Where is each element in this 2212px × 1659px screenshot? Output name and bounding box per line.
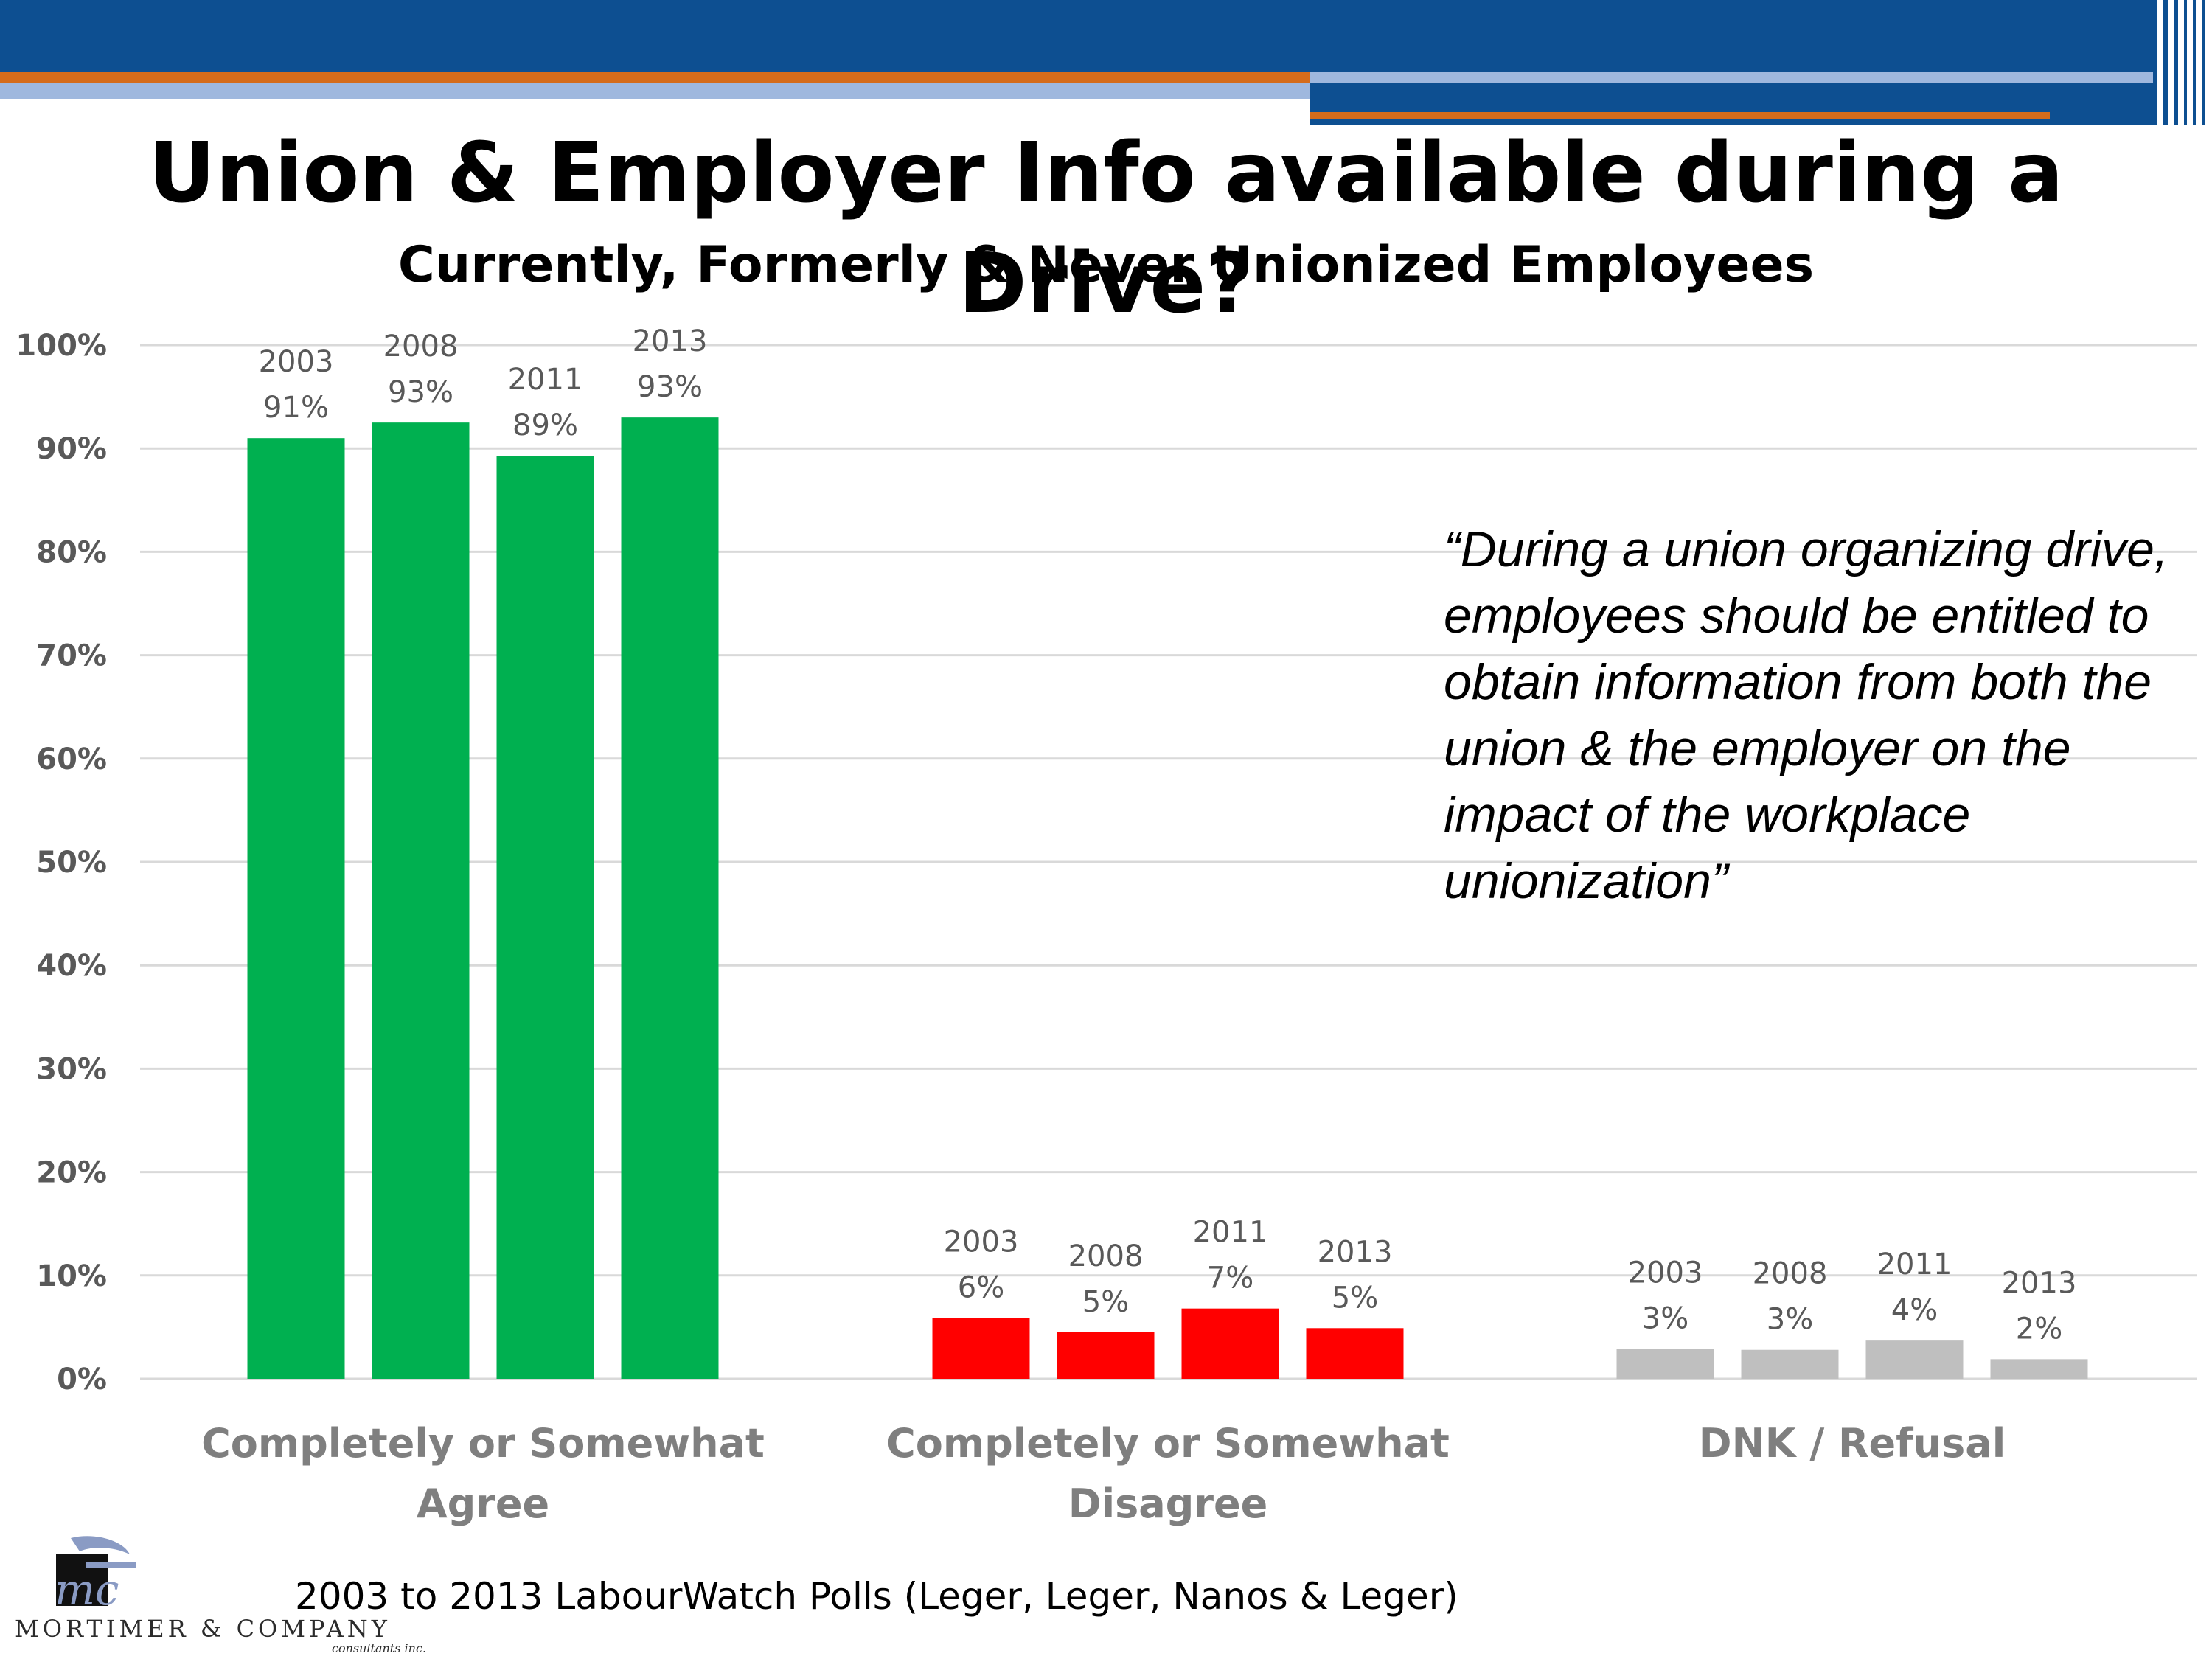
data-label-value: 3% (1642, 1301, 1688, 1335)
source-note: 2003 to 2013 LabourWatch Polls (Leger, L… (295, 1575, 1458, 1618)
y-tick-label: 80% (36, 535, 107, 569)
y-tick-label: 90% (36, 432, 107, 466)
y-tick-label: 70% (36, 639, 107, 673)
bar (1616, 1349, 1714, 1379)
header-bar (0, 0, 2153, 72)
data-label-value: 3% (1767, 1303, 1813, 1337)
logo-mark-text: mc (55, 1565, 119, 1615)
category-label: Completely or Somewhat Agree (201, 1420, 765, 1527)
category-label: DNK / Refusal (1699, 1420, 2006, 1467)
y-tick-label: 100% (15, 329, 107, 363)
data-label-year: 2003 (944, 1225, 1019, 1259)
y-tick-label: 50% (36, 846, 107, 880)
header-accent-lightblue (0, 83, 1312, 99)
bar (247, 438, 345, 1380)
data-label-value: 6% (958, 1270, 1004, 1304)
data-label-value: 91% (263, 391, 329, 425)
data-label-year: 2003 (1628, 1256, 1703, 1290)
y-tick-label: 0% (57, 1363, 107, 1397)
slide-subtitle: Currently, Formerly & Never Unionized Em… (397, 236, 1815, 294)
data-label-year: 2013 (633, 324, 708, 358)
data-label-value: 93% (388, 375, 453, 409)
data-label-value: 2% (2016, 1312, 2062, 1346)
header-right-lightblue-line (1310, 72, 2153, 83)
company-logo: mc MORTIMER & COMPANY consultants inc. (15, 1532, 457, 1655)
header-accent-orange (0, 72, 1312, 83)
data-label-year: 2003 (259, 345, 334, 379)
y-tick-label: 20% (36, 1156, 107, 1190)
category-label: Completely or Somewhat Disagree (886, 1420, 1450, 1527)
data-label-value: 7% (1207, 1262, 1253, 1295)
bar (1865, 1340, 1964, 1379)
data-label-year: 2008 (383, 330, 459, 364)
survey-question-quote: “During a union organizing drive, employ… (1444, 521, 2168, 909)
bar (496, 456, 594, 1380)
data-label-value: 93% (637, 370, 703, 404)
bar (1306, 1328, 1404, 1379)
header-stripes (2153, 0, 2212, 125)
bar (932, 1318, 1030, 1379)
y-tick-label: 60% (36, 742, 107, 776)
bar (1990, 1359, 2088, 1379)
data-label-value: 4% (1891, 1293, 1938, 1327)
header-right-orange-line (1310, 112, 2050, 119)
bar (1741, 1349, 1839, 1379)
logo-company-subtitle: consultants inc. (332, 1641, 426, 1655)
data-label-year: 2008 (1753, 1257, 1828, 1291)
data-label-year: 2011 (1193, 1216, 1268, 1250)
data-label-value: 5% (1332, 1281, 1378, 1315)
data-label-value: 89% (512, 408, 578, 442)
y-tick-label: 10% (36, 1259, 107, 1293)
bar (372, 422, 470, 1379)
bar (1181, 1308, 1279, 1379)
data-label-year: 2011 (508, 363, 583, 397)
bar (1057, 1332, 1155, 1379)
data-label-year: 2013 (1318, 1235, 1393, 1269)
data-label-year: 2008 (1068, 1239, 1144, 1273)
data-label-year: 2011 (1877, 1248, 1952, 1281)
y-tick-label: 30% (36, 1052, 107, 1086)
data-label-value: 5% (1082, 1285, 1129, 1319)
data-label-year: 2013 (2002, 1266, 2077, 1300)
slide-title: Union & Employer Info available during a… (148, 125, 2064, 332)
y-tick-label: 40% (36, 949, 107, 983)
logo-company-name: MORTIMER & COMPANY (15, 1615, 391, 1643)
bar (621, 417, 719, 1379)
logo-mark-icon: mc (55, 1536, 136, 1615)
